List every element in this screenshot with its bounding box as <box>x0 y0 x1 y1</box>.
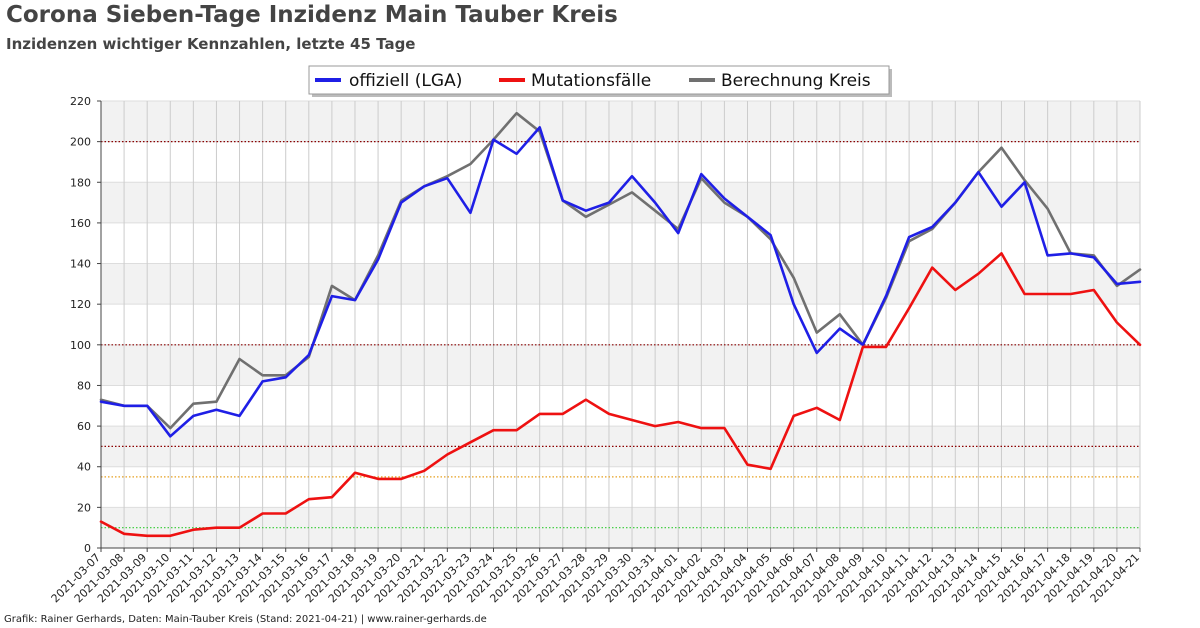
grid-band <box>101 101 1140 142</box>
y-tick-label: 80 <box>77 379 91 392</box>
series-line-1 <box>99 252 1142 538</box>
y-tick-label: 180 <box>70 176 91 189</box>
y-tick-label: 160 <box>70 217 91 230</box>
y-tick-label: 220 <box>70 95 91 108</box>
y-tick-label: 40 <box>77 461 91 474</box>
y-tick-label: 60 <box>77 420 91 433</box>
footer-credit: Grafik: Rainer Gerhards, Daten: Main-Tau… <box>4 614 487 625</box>
y-tick-label: 120 <box>70 298 91 311</box>
y-tick-label: 0 <box>84 542 91 555</box>
y-tick-label: 100 <box>70 339 91 352</box>
legend-label: Berechnung Kreis <box>721 71 871 91</box>
series-line-0 <box>99 126 1142 438</box>
legend-label: Mutationsfälle <box>531 71 651 91</box>
chart-title: Corona Sieben-Tage Inzidenz Main Tauber … <box>6 2 618 28</box>
legend-box <box>308 65 890 95</box>
chart-subtitle: Inzidenzen wichtiger Kennzahlen, letzte … <box>6 35 416 53</box>
y-tick-label: 20 <box>77 501 91 514</box>
y-tick-label: 140 <box>70 258 91 271</box>
grid-band <box>101 263 1140 305</box>
y-tick-label: 200 <box>70 136 91 149</box>
grid-band <box>101 344 1140 386</box>
legend-label: offiziell (LGA) <box>349 71 462 91</box>
